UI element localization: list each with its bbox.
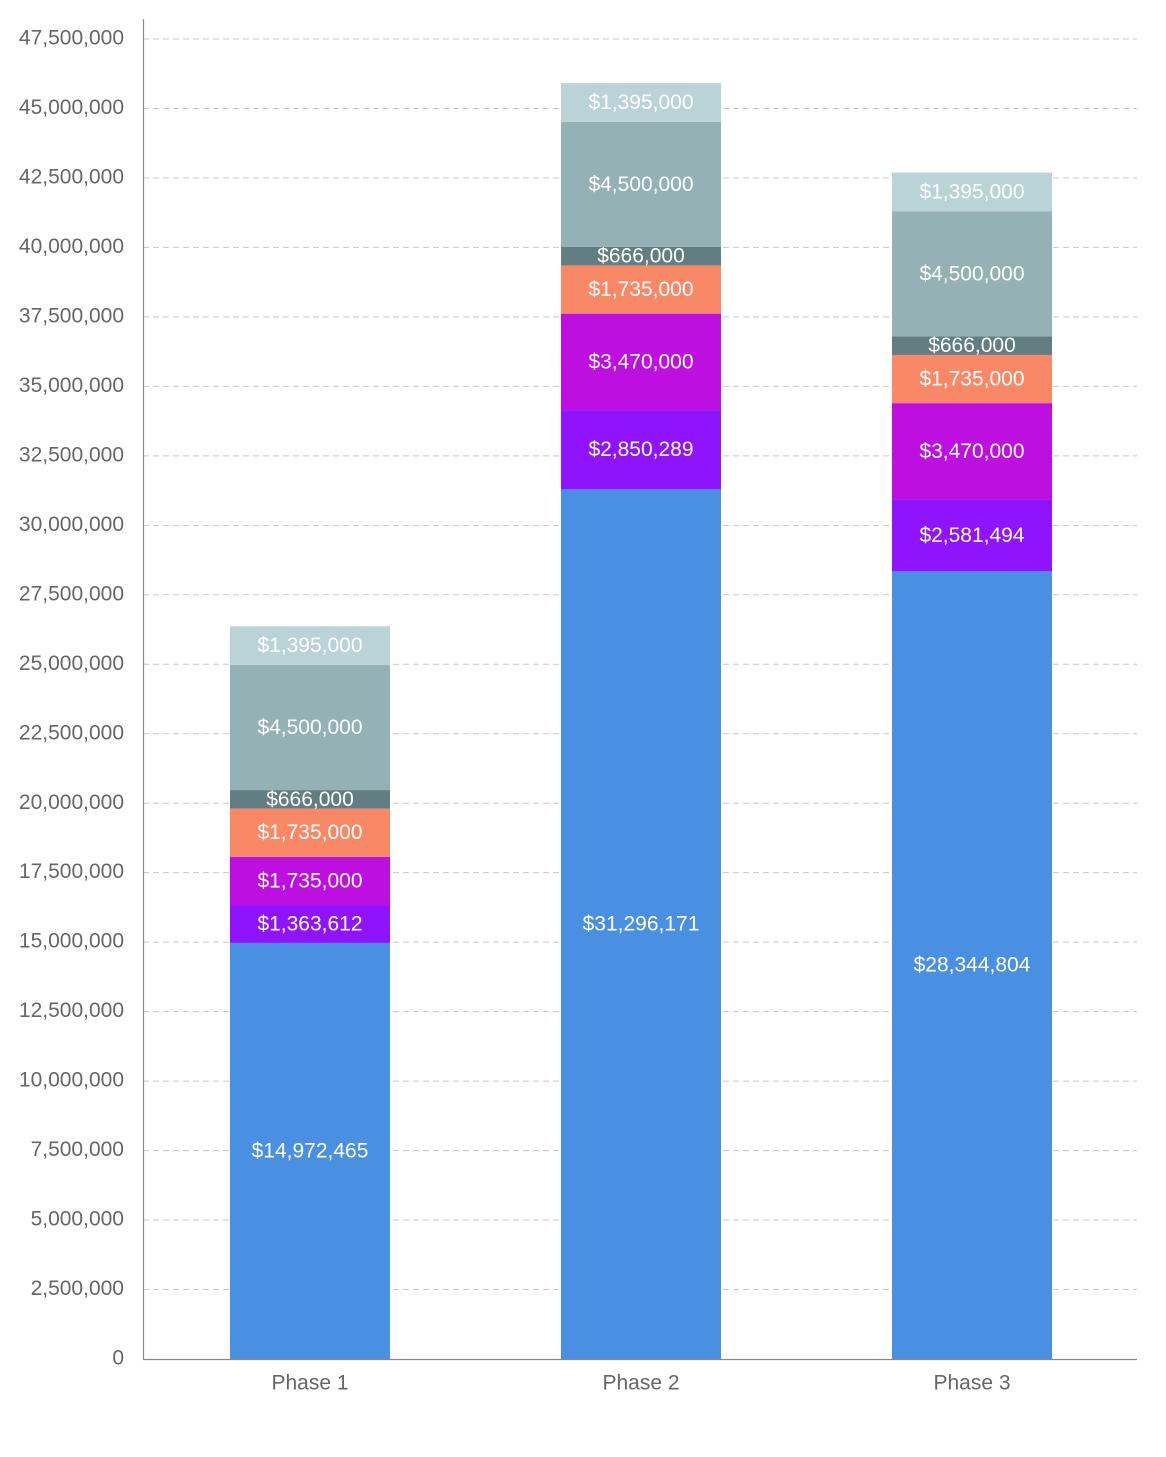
bar-segment <box>561 83 721 122</box>
bar-segment <box>561 313 721 411</box>
y-tick-label: 17,500,000 <box>19 860 124 883</box>
bar-segment-label: $1,395,000 <box>919 180 1024 203</box>
bar-stack-3: $28,344,804 $2,581,494 $3,470,000 $1,735,00… <box>892 172 1052 1359</box>
y-tick-label: 10,000,000 <box>19 1069 124 1092</box>
bar-segment-label: $4,500,000 <box>257 716 362 739</box>
y-tick-label: 7,500,000 <box>31 1138 124 1161</box>
y-tick-label: 27,500,000 <box>19 582 124 605</box>
y-tick-label: 20,000,000 <box>19 791 124 814</box>
x-category-label: Phase 1 <box>271 1372 348 1395</box>
y-tick-label: 40,000,000 <box>19 235 124 258</box>
y-tick-label: 12,500,000 <box>19 999 124 1022</box>
y-tick-label: 22,500,000 <box>19 721 124 744</box>
y-tick-label: 45,000,000 <box>19 96 124 119</box>
bar-segment-label: $1,735,000 <box>919 368 1024 391</box>
bar-segment <box>892 499 1052 572</box>
bar-segment <box>230 942 390 1359</box>
bar-segment <box>892 211 1052 337</box>
bar-segment <box>892 354 1052 404</box>
y-tick-label: 35,000,000 <box>19 374 124 397</box>
bar-segment <box>892 571 1052 1359</box>
bar-segment-label: $1,395,000 <box>588 91 693 114</box>
bar-stack-1: $14,972,465 $1,363,612 $1,735,000 $1,735,00… <box>230 626 390 1359</box>
bar-segment-label: $2,850,289 <box>588 438 693 461</box>
y-tick-label: 2,500,000 <box>31 1277 124 1300</box>
y-tick-label: 30,000,000 <box>19 513 124 536</box>
bar-segment <box>561 410 721 490</box>
bar-segment-label: $1,363,612 <box>257 912 362 935</box>
bar-segment <box>892 172 1052 212</box>
bar-stack-2: $31,296,171 $2,850,289 $3,470,000 $1,735,00… <box>561 83 721 1359</box>
x-category-label: Phase 2 <box>602 1372 679 1395</box>
y-tick-label: 0 <box>112 1347 124 1370</box>
bar-segment <box>230 808 390 857</box>
bar-segment <box>230 790 390 809</box>
y-tick-label: 25,000,000 <box>19 652 124 675</box>
bar-segment-label: $14,972,465 <box>252 1139 369 1162</box>
bar-segment-label: $666,000 <box>266 788 354 811</box>
bar-segment-label: $4,500,000 <box>588 173 693 196</box>
bar-segment-label: $1,735,000 <box>257 821 362 844</box>
bar-segment-label: $3,470,000 <box>588 350 693 373</box>
bar-segment <box>561 246 721 266</box>
y-tick-label: 42,500,000 <box>19 165 124 188</box>
y-tick-label: 15,000,000 <box>19 930 124 953</box>
bar-segment-label: $666,000 <box>928 334 1016 357</box>
bar-segment-label: $1,735,000 <box>257 869 362 892</box>
bar-segment-label: $28,344,804 <box>914 954 1031 977</box>
y-tick-label: 32,500,000 <box>19 443 124 466</box>
bar-segment-label: $1,735,000 <box>588 278 693 301</box>
x-category-label: Phase 3 <box>933 1372 1010 1395</box>
bar-segment-label: $2,581,494 <box>919 524 1024 547</box>
bars: $14,972,465 $1,363,612 $1,735,000 $1,735,00… <box>230 83 1052 1359</box>
bar-segment <box>230 626 390 666</box>
bar-segment <box>892 336 1052 355</box>
bar-segment <box>230 905 390 943</box>
bar-segment <box>230 665 390 791</box>
x-axis-categories: Phase 1 Phase 2 Phase 3 <box>271 1372 1010 1395</box>
bar-segment <box>561 121 721 247</box>
bar-segment-label: $4,500,000 <box>919 262 1024 285</box>
bar-segment <box>561 265 721 314</box>
axes <box>142 19 1137 1361</box>
bar-segment-label: $666,000 <box>597 245 685 268</box>
bar-segment <box>561 489 721 1359</box>
y-tick-label: 47,500,000 <box>19 27 124 50</box>
bar-segment-label: $1,395,000 <box>257 634 362 657</box>
y-tick-label: 37,500,000 <box>19 304 124 327</box>
bar-segment-label: $3,470,000 <box>919 440 1024 463</box>
bar-segment-label: $31,296,171 <box>583 913 700 936</box>
bar-segment <box>892 403 1052 500</box>
y-tick-label: 5,000,000 <box>31 1208 124 1231</box>
y-axis-ticks: 0 2,500,000 5,000,000 7,500,000 10,000,000 12… <box>19 27 124 1370</box>
bar-segment <box>230 856 390 906</box>
